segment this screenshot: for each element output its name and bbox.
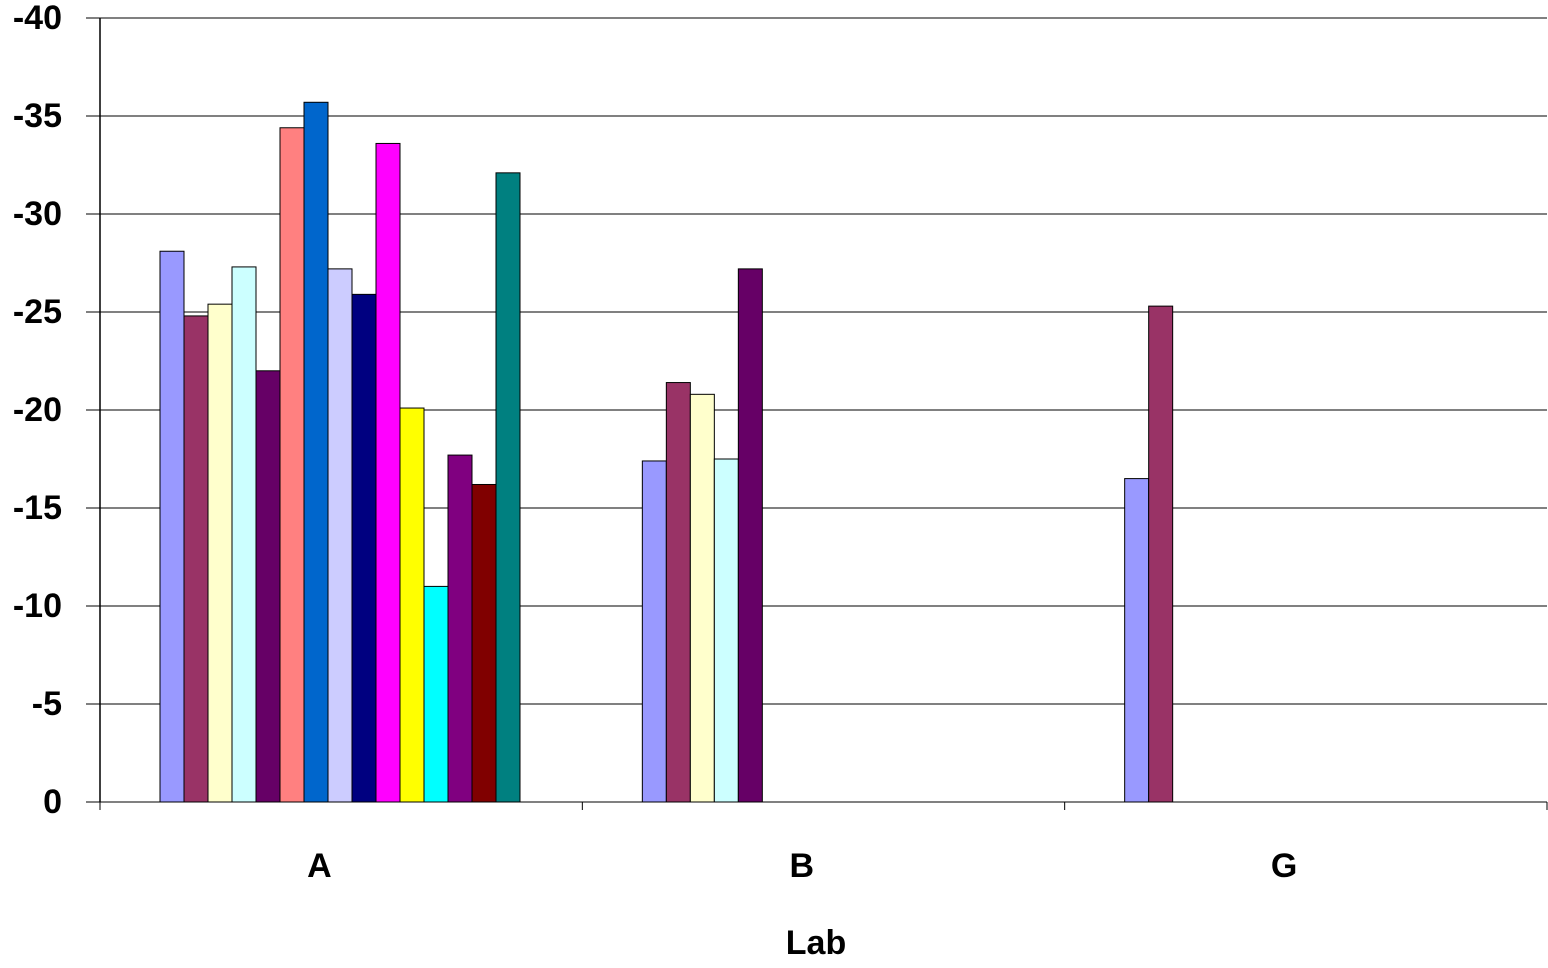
y-tick-label: 0 bbox=[43, 783, 62, 821]
y-tick-label: -5 bbox=[32, 685, 62, 723]
bar bbox=[737, 268, 763, 803]
y-tick-label: -25 bbox=[13, 293, 62, 331]
x-tick-label: G bbox=[1271, 847, 1297, 885]
bar bbox=[351, 293, 377, 803]
y-tick-label: -20 bbox=[13, 391, 62, 429]
bar bbox=[279, 127, 305, 803]
x-tick-label: B bbox=[790, 847, 815, 885]
bar bbox=[375, 142, 401, 803]
bar bbox=[471, 483, 497, 803]
bar bbox=[207, 303, 233, 803]
bar bbox=[423, 585, 449, 803]
y-tick-label: -10 bbox=[13, 587, 62, 625]
bar bbox=[399, 407, 425, 803]
bar bbox=[303, 101, 329, 803]
bar bbox=[689, 393, 715, 803]
bar bbox=[641, 460, 667, 803]
x-tick-label: A bbox=[307, 847, 332, 885]
bar bbox=[447, 454, 473, 803]
bar bbox=[1124, 478, 1150, 803]
bar bbox=[231, 266, 257, 803]
y-tick-label: -35 bbox=[13, 97, 62, 135]
bar bbox=[665, 382, 691, 803]
bar bbox=[327, 268, 353, 803]
bar bbox=[495, 172, 521, 803]
x-axis-label: Lab bbox=[786, 924, 846, 962]
bar bbox=[183, 315, 209, 803]
bar bbox=[159, 250, 185, 803]
bar bbox=[1148, 305, 1174, 803]
y-tick-label: -40 bbox=[13, 0, 62, 37]
y-tick-label: -30 bbox=[13, 195, 62, 233]
bar bbox=[713, 458, 739, 803]
bar bbox=[255, 370, 281, 803]
y-tick-label: -15 bbox=[13, 489, 62, 527]
